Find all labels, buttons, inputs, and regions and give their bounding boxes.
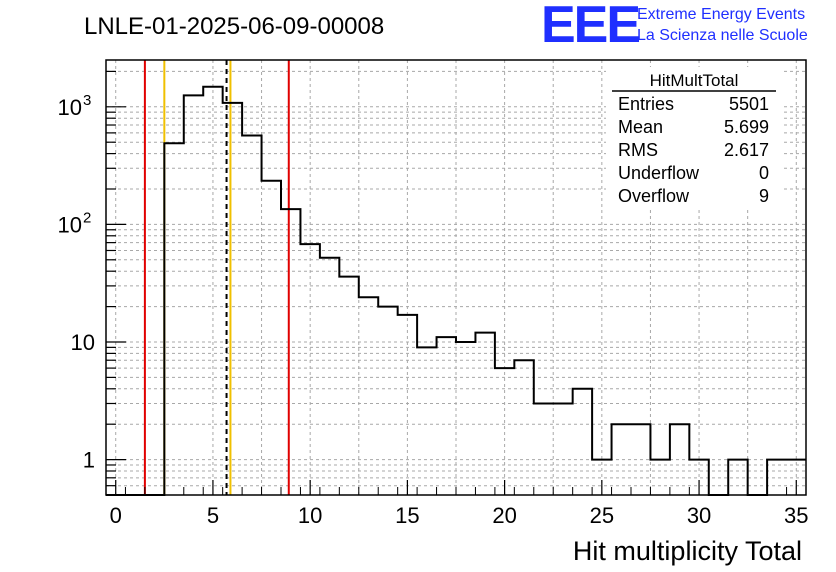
stats-name: HitMultTotal — [650, 71, 739, 90]
x-tick-label: 35 — [784, 503, 808, 528]
logo-line-2: La Scienza nelle Scuole — [637, 27, 808, 44]
stats-overflow-label: Overflow — [618, 186, 690, 206]
stats-mean-value: 5.699 — [724, 117, 769, 137]
x-tick-label: 25 — [590, 503, 614, 528]
stats-mean-label: Mean — [618, 117, 663, 137]
x-tick-label: 15 — [395, 503, 419, 528]
histogram-series — [106, 85, 806, 496]
logo-line-1: Extreme Energy Events — [637, 6, 805, 23]
stats-rms-label: RMS — [618, 140, 658, 160]
x-tick-label: 30 — [687, 503, 711, 528]
stats-entries-value: 5501 — [729, 94, 769, 114]
x-tick-label: 5 — [207, 503, 219, 528]
y-tick-label: 1 — [83, 448, 95, 473]
y-tick-label: 10 — [58, 212, 82, 237]
x-tick-label: 10 — [298, 503, 322, 528]
x-axis-ticks: 0 5 10 15 20 25 30 35 — [105, 480, 809, 528]
y-tick-label: 10 — [58, 95, 82, 120]
eee-logo: EEE Extreme Energy Events La Scienza nel… — [541, 0, 808, 54]
chart-title: LNLE-01-2025-06-09-00008 — [84, 13, 384, 40]
y-tick-exponent: 3 — [83, 92, 91, 109]
x-tick-label: 0 — [110, 503, 122, 528]
x-tick-label: 20 — [492, 503, 516, 528]
logo-mark: EEE — [541, 0, 639, 54]
stats-overflow-value: 9 — [759, 186, 769, 206]
stats-box: HitMultTotal Entries 5501 Mean 5.699 RMS… — [606, 67, 782, 207]
stats-entries-label: Entries — [618, 94, 674, 114]
y-tick-exponent: 2 — [83, 209, 91, 226]
x-axis-label: Hit multiplicity Total — [573, 536, 802, 566]
stats-underflow-label: Underflow — [618, 163, 700, 183]
y-tick-label: 10 — [71, 330, 95, 355]
stats-underflow-value: 0 — [759, 163, 769, 183]
stats-rms-value: 2.617 — [724, 140, 769, 160]
stats-rows: Entries 5501 Mean 5.699 RMS 2.617 Underf… — [618, 94, 769, 206]
